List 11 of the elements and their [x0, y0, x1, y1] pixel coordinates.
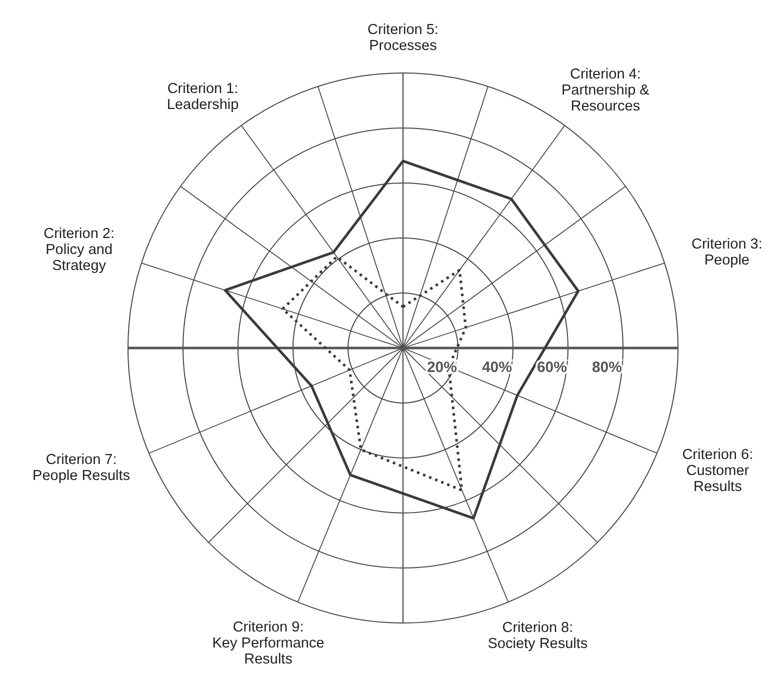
- spoke-label: Criterion 7: People Results: [32, 452, 130, 484]
- spoke-label: Criterion 3: People: [691, 236, 762, 269]
- spoke-label: Criterion 9: Key Performance Results: [212, 620, 324, 668]
- y-tick-label: 60%: [536, 359, 567, 376]
- spoke-label: Criterion 6: Customer Results: [682, 446, 754, 495]
- spoke-label: Criterion 8: Society Results: [488, 620, 588, 652]
- y-tick-label: 80%: [592, 359, 622, 376]
- spoke-label: Criterion 2: Policy and Strategy: [44, 226, 115, 274]
- spoke-label: Criterion 5: Processes: [368, 22, 438, 54]
- spoke-label: Criterion 4: Partnership & Resources: [562, 66, 650, 115]
- spoke-label: Criterion 1: Leadership: [166, 81, 239, 114]
